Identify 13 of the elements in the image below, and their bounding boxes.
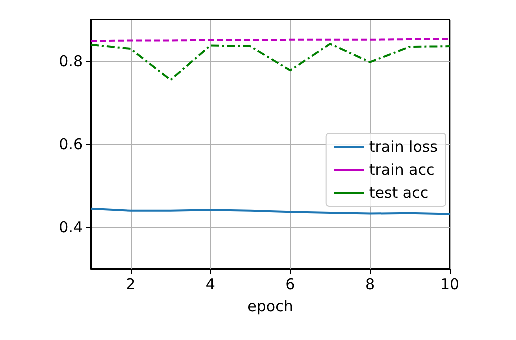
x-axis-title: epoch [248, 298, 294, 316]
y-tick-label: 0.8 [59, 52, 83, 70]
y-tick-label: 0.4 [59, 218, 83, 236]
x-tick-label: 2 [126, 276, 136, 294]
x-tick-label: 8 [365, 276, 375, 294]
x-tick-label: 4 [206, 276, 216, 294]
y-tick-label: 0.6 [59, 136, 83, 154]
x-tick-label: 10 [440, 276, 460, 294]
legend-label: train acc [369, 161, 435, 179]
line-series [90, 43, 451, 82]
legend-label: train loss [369, 138, 438, 156]
legend-label: test acc [369, 184, 429, 202]
x-tick-label: 6 [286, 276, 296, 294]
